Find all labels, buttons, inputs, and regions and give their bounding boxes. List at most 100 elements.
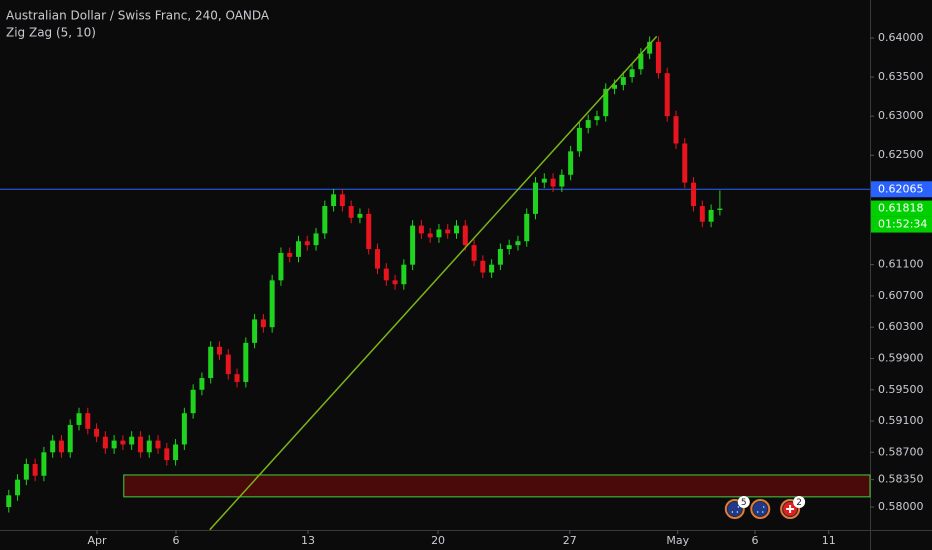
candle-body: [708, 209, 714, 222]
y-tick-label: 0.59900: [878, 351, 924, 364]
candle-body: [50, 440, 56, 453]
candle-body: [454, 225, 460, 234]
price-label-bg: [871, 200, 932, 217]
x-tick-label: May: [666, 534, 689, 547]
candle-body: [225, 354, 231, 375]
candle-body: [129, 436, 135, 445]
candle-body: [331, 194, 337, 207]
countdown-bg: [871, 216, 932, 233]
x-tick-label: 6: [173, 534, 180, 547]
candle-body: [173, 444, 179, 461]
flag: [727, 502, 742, 516]
candle-body: [559, 174, 565, 187]
candle-body: [269, 280, 275, 328]
candle-body: [199, 378, 205, 390]
candle-body: [181, 413, 187, 445]
candle-body: [234, 374, 240, 382]
y-tick-label: 0.58700: [878, 445, 924, 458]
candle-body: [418, 225, 424, 234]
candle-body: [190, 389, 196, 414]
candle-body: [146, 440, 152, 453]
candle-body: [313, 233, 319, 246]
price-label-bg: [871, 181, 932, 198]
candle-body: [462, 225, 468, 246]
candle-body: [471, 245, 477, 261]
indicator-label: Zig Zag (5, 10): [6, 26, 96, 40]
candle-body: [392, 280, 398, 285]
candle-body: [594, 116, 600, 121]
candle-body: [585, 120, 591, 128]
candle-body: [655, 41, 661, 74]
candle-body: [67, 424, 73, 453]
flag-cross: [786, 505, 795, 513]
candle-body: [576, 127, 582, 152]
candle-body: [41, 452, 47, 476]
candle-body: [480, 260, 486, 273]
candle-body: [691, 182, 697, 207]
event-badge-label: 5: [741, 498, 747, 508]
flag-stars: [731, 506, 739, 513]
candle-body: [287, 252, 293, 257]
candle-body: [506, 245, 512, 250]
candle-body: [427, 233, 433, 238]
candle-body: [339, 194, 345, 207]
candle-body: [102, 436, 108, 449]
candle-body: [401, 264, 407, 285]
candle-body: [541, 178, 547, 183]
candle-body: [58, 440, 64, 453]
candle-body: [357, 213, 363, 218]
candle-body: [252, 319, 258, 343]
candle-body: [348, 206, 354, 218]
candle-body: [673, 116, 679, 144]
price-label: 0.61818: [878, 202, 924, 215]
candle-body: [550, 178, 556, 187]
candle-body: [629, 69, 635, 78]
candle-body: [682, 143, 688, 183]
candle-body: [216, 346, 222, 355]
y-tick-label: 0.61100: [878, 258, 924, 271]
event-badge: [793, 496, 806, 508]
chart-title: Australian Dollar / Swiss Franc, 240, OA…: [6, 9, 270, 23]
flag: [753, 502, 768, 516]
y-tick-label: 0.59100: [878, 414, 924, 427]
candle-body: [366, 213, 372, 250]
candle-body: [15, 479, 21, 496]
y-tick-label: 0.60300: [878, 320, 924, 333]
x-tick-label: 11: [822, 534, 836, 547]
x-tick-label: 6: [751, 534, 758, 547]
candle-body: [164, 448, 170, 461]
candle-body: [155, 440, 161, 449]
candle-body: [137, 436, 143, 453]
candle-body: [304, 241, 310, 246]
candle-body: [374, 249, 380, 269]
y-tick-label: 0.58000: [878, 500, 924, 513]
candle-body: [383, 268, 389, 281]
candle-body: [568, 151, 574, 175]
candle-body: [699, 206, 705, 222]
candle-body: [410, 225, 416, 265]
candle-body: [612, 84, 618, 89]
y-tick-label: 0.63000: [878, 109, 924, 122]
candle-body: [243, 342, 249, 382]
candle-body: [603, 88, 609, 117]
candle-body: [664, 73, 670, 117]
candle-body: [23, 464, 29, 480]
candle-body: [208, 346, 214, 379]
candle-body: [436, 229, 442, 238]
candle-body: [85, 413, 91, 429]
candle-body: [717, 208, 723, 210]
x-tick-label: Apr: [87, 534, 107, 547]
support-zone: [123, 474, 871, 498]
candle-body: [620, 77, 626, 85]
candle-body: [515, 241, 521, 246]
candle-body: [6, 495, 12, 508]
candle-body: [533, 182, 539, 214]
y-tick-label: 0.60700: [878, 289, 924, 302]
candle-body: [76, 413, 82, 425]
event-badge: [737, 496, 750, 508]
countdown: 01:52:34: [878, 218, 927, 231]
trendline: [209, 35, 658, 531]
y-tick-label: 0.59500: [878, 383, 924, 396]
